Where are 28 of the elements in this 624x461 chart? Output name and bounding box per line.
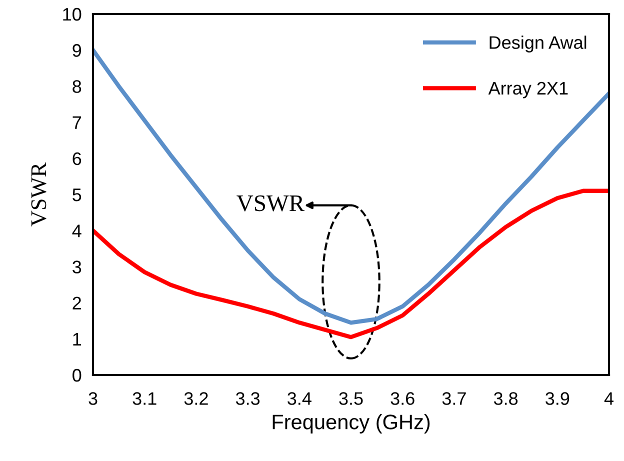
x-tick-label: 3.5	[339, 392, 363, 405]
x-tick-label: 3	[88, 392, 98, 405]
y-tick-label: 8	[72, 80, 82, 93]
y-tick-label: 5	[72, 188, 82, 202]
line-series	[93, 188, 609, 340]
y-tick-label: 1	[73, 333, 82, 346]
x-axis-title: Frequency (GHz)	[272, 414, 430, 434]
y-tick-label: 10	[63, 8, 82, 21]
y-tick-label: 9	[72, 44, 82, 57]
y-tick-label: 0	[72, 368, 82, 382]
x-tick-label: 3.7	[442, 392, 466, 405]
y-tick-label: 2	[72, 296, 81, 310]
x-tick-label: 3.6	[390, 392, 414, 405]
x-tick-label: 3.4	[288, 392, 312, 405]
y-tick-label: 7	[72, 116, 81, 129]
x-tick-label: 4	[604, 392, 614, 405]
annotation: VSWR	[236, 195, 305, 212]
x-tick-label: 3.3	[236, 392, 260, 405]
x-tick-label: 3.9	[546, 392, 570, 405]
legend-label: Design Awal	[490, 36, 586, 52]
x-tick-label: 3.8	[494, 392, 518, 405]
y-axis-title: VSWR	[31, 162, 46, 226]
y-tick-label: 4	[72, 224, 82, 238]
y-tick-label: 3	[72, 260, 82, 274]
x-tick-label: 3.2	[184, 392, 208, 405]
y-tick-label: 6	[72, 152, 82, 166]
x-tick-label: 3.1	[132, 392, 156, 405]
legend-label: Array 2X1	[488, 82, 568, 98]
